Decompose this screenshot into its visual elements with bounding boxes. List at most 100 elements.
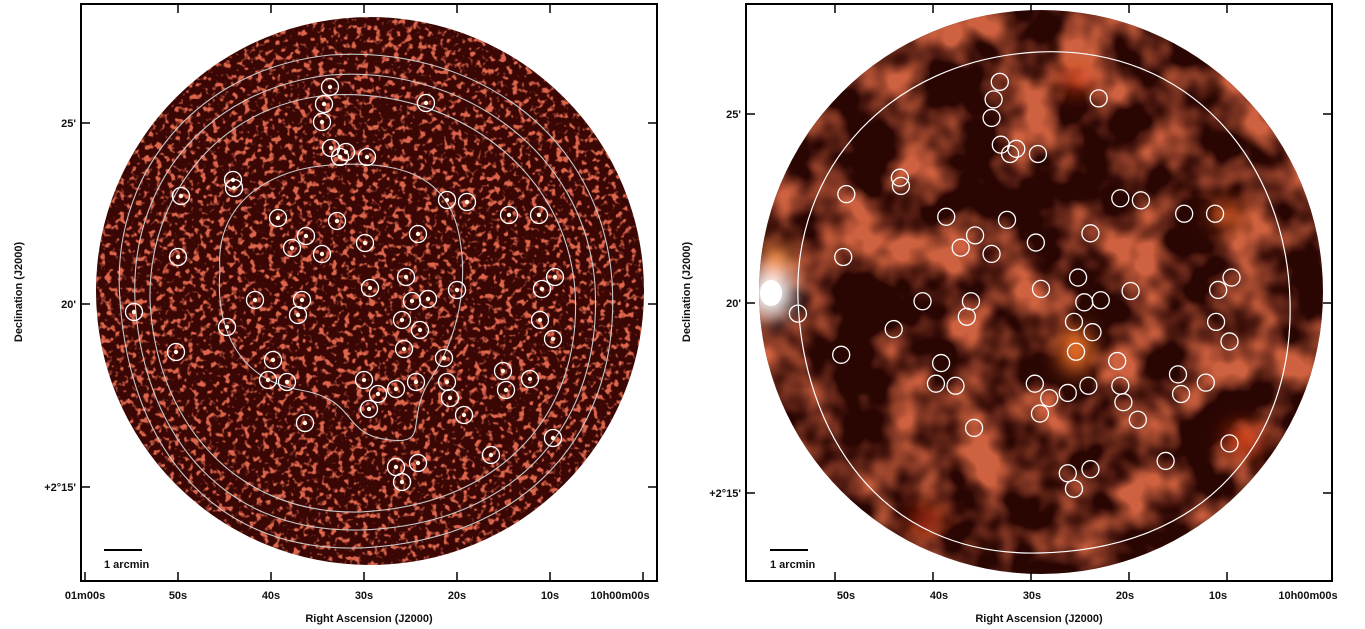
- source-circle: [1007, 139, 1026, 158]
- source-dot: [252, 297, 258, 303]
- source-circle: [166, 342, 186, 362]
- source-circle: [1091, 291, 1110, 310]
- source-circle: [416, 93, 436, 113]
- source-circle: [355, 233, 375, 253]
- source-circle: [368, 384, 388, 404]
- source-circle: [320, 77, 340, 97]
- left-panel: 1 arcmin 01m00s 50s 40s 30s 20s 10s 10h0…: [0, 0, 668, 629]
- source-circle: [946, 376, 965, 395]
- left-scale-bar-label: 1 arcmin: [104, 559, 150, 571]
- source-circle: [1028, 144, 1048, 164]
- source-dot: [265, 377, 271, 383]
- source-circle: [402, 291, 422, 311]
- right-panel-svg: 1 arcmin 50s 40s 30s 20s 10s 10h00m00s 2…: [681, 3, 1338, 625]
- source-circle: [834, 247, 853, 267]
- source-circle: [1108, 351, 1127, 371]
- left-ytick-1: 20': [61, 299, 76, 311]
- left-xtick-0: 01m00s: [65, 590, 105, 602]
- left-xtick-1: 50s: [169, 590, 187, 602]
- source-dot: [393, 386, 399, 392]
- source-circle: [1220, 434, 1239, 453]
- source-circle: [832, 345, 851, 364]
- source-circle: [520, 369, 540, 389]
- source-circle: [410, 320, 430, 340]
- source-circle: [1196, 373, 1215, 392]
- source-dot: [537, 317, 543, 323]
- source-circle: [330, 147, 350, 167]
- source-circle: [1111, 189, 1130, 208]
- source-circle: [277, 372, 297, 392]
- right-ytick-2: +2°15': [709, 488, 741, 500]
- source-circle: [1222, 268, 1241, 287]
- source-circle: [1025, 374, 1044, 393]
- source-circle: [447, 280, 467, 300]
- right-xtick-5: 10h00m00s: [1278, 590, 1337, 602]
- source-dot: [464, 199, 470, 205]
- source-circle: [224, 178, 244, 198]
- source-circle: [292, 290, 312, 310]
- source-dot: [417, 327, 423, 333]
- left-xtick-6: 10h00m00s: [590, 590, 649, 602]
- source-circle: [890, 168, 910, 187]
- source-circle: [837, 184, 856, 204]
- left-xtick-3: 30s: [355, 590, 373, 602]
- left-x-axis-title: Right Ascension (J2000): [305, 613, 433, 625]
- source-dot: [444, 197, 450, 203]
- source-dot: [409, 298, 415, 304]
- source-circle: [1083, 323, 1102, 342]
- source-circle: [532, 279, 552, 299]
- left-image: [96, 17, 644, 565]
- source-circle: [1089, 89, 1108, 108]
- source-dot: [224, 324, 230, 330]
- source-circle: [408, 224, 428, 244]
- source-circle: [530, 310, 550, 330]
- source-circle: [396, 267, 416, 287]
- source-circle: [937, 207, 956, 226]
- source-circle: [1168, 365, 1188, 384]
- source-circle: [1121, 281, 1140, 301]
- source-circle: [392, 310, 412, 330]
- source-circle: [359, 399, 379, 419]
- source-dot: [488, 452, 494, 458]
- source-circle: [964, 418, 984, 438]
- source-dot: [423, 100, 429, 106]
- source-circle: [245, 290, 265, 310]
- source-circle: [493, 361, 513, 381]
- source-circle: [296, 226, 316, 246]
- source-dot: [375, 391, 381, 397]
- source-circle: [168, 247, 188, 267]
- source-circle: [1171, 384, 1191, 404]
- source-dot: [393, 464, 399, 470]
- source-circle: [268, 208, 288, 228]
- source-circle: [543, 329, 563, 349]
- right-xtick-0: 50s: [837, 590, 855, 602]
- source-dot: [303, 233, 309, 239]
- source-dot: [289, 245, 295, 251]
- source-dot: [319, 251, 325, 257]
- source-circle: [406, 372, 426, 392]
- source-circle: [543, 428, 563, 448]
- source-dot: [175, 254, 181, 260]
- source-dot: [321, 101, 327, 107]
- right-xtick-4: 10s: [1209, 590, 1227, 602]
- source-circle: [1064, 479, 1084, 498]
- source-circle: [1081, 460, 1100, 479]
- source-dot: [550, 336, 556, 342]
- source-circle: [545, 267, 565, 287]
- right-panel: 1 arcmin 50s 40s 30s 20s 10s 10h00m00s 2…: [668, 0, 1365, 629]
- source-circle: [1031, 279, 1051, 299]
- source-circle: [1058, 383, 1077, 403]
- right-xtick-2: 30s: [1023, 590, 1041, 602]
- source-dot: [361, 377, 367, 383]
- source-circle: [386, 379, 406, 399]
- source-circle: [437, 190, 457, 210]
- source-dot: [454, 287, 460, 293]
- source-dot: [231, 185, 237, 191]
- source-circle: [418, 289, 438, 309]
- right-y-axis-title: Declination (J2000): [681, 242, 693, 343]
- source-circle: [997, 210, 1017, 230]
- source-circle: [394, 339, 414, 359]
- source-dot: [403, 274, 409, 280]
- source-circle: [1026, 233, 1046, 252]
- source-circle: [1205, 204, 1225, 223]
